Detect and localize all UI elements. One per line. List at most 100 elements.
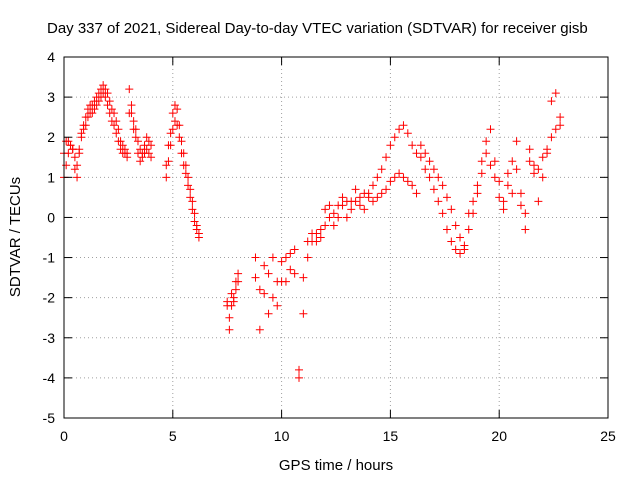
series-sdtvar-track-g [464,89,565,218]
data-point [114,137,123,146]
data-point [303,253,312,262]
data-point [543,145,552,154]
data-point [90,105,99,114]
x-tick-label: 5 [169,428,177,444]
data-point [547,133,556,142]
plot-frame [63,56,609,419]
data-point [116,145,125,154]
data-point [395,125,404,134]
series-sdtvar-track-e [251,121,469,374]
data-point [469,209,478,218]
data-point [114,125,123,134]
data-point [351,197,360,206]
data-point [234,277,243,286]
data-point [551,89,560,98]
data-point [133,137,142,146]
data-point [264,309,273,318]
data-point [129,117,138,126]
data-point [62,161,71,170]
data-point [277,257,286,266]
data-point [425,173,434,182]
data-point [512,165,521,174]
data-point [486,125,495,134]
data-point [373,173,382,182]
data-point [434,197,443,206]
data-point [273,301,282,310]
data-point [329,209,338,218]
data-point [451,245,460,254]
data-point [112,129,121,138]
data-point [482,137,491,146]
data-point [144,137,153,146]
data-point [255,285,264,294]
data-point [495,177,504,186]
data-point [73,173,82,182]
data-point [173,121,182,130]
data-point [181,169,190,178]
series-sdtvar-track-h [464,121,565,234]
data-point [101,93,110,102]
data-point [299,309,308,318]
y-tick-label: 4 [47,49,55,65]
chart-title: Day 337 of 2021, Sidereal Day-to-day VTE… [47,20,588,37]
data-point [103,101,112,110]
data-point [512,137,521,146]
y-tick-label: -4 [43,370,56,386]
data-point [447,205,456,214]
data-point [360,189,369,198]
data-point [482,149,491,158]
data-point [286,249,295,258]
data-point [286,265,295,274]
data-point [231,285,240,294]
data-point [81,113,90,122]
data-point [442,193,451,202]
data-point [547,97,556,106]
data-point [534,165,543,174]
x-tick-labels: 0 5 10 15 20 25 [60,428,616,444]
data-point [168,109,177,118]
x-tick-label: 15 [383,428,399,444]
y-tick-labels: -5 -4 -3 -2 -1 0 1 2 3 4 [43,49,56,426]
data-point [312,229,321,238]
data-point [516,189,525,198]
data-point [521,225,530,234]
data-point [525,157,534,166]
data-point [99,89,108,98]
data-point [351,185,360,194]
data-point [170,101,179,110]
data-point [177,149,186,158]
data-point [295,373,304,382]
data-point [416,141,425,150]
data-point [390,133,399,142]
data-point [162,173,171,182]
data-point [144,149,153,158]
y-tick-label: -3 [43,330,56,346]
data-point [490,173,499,182]
data-point [556,113,565,122]
data-point [77,129,86,138]
y-tick-label: 0 [47,209,55,225]
data-point [508,157,517,166]
data-point [110,121,119,130]
series-sdtvar-track-a [60,81,156,182]
data-point [227,301,236,310]
data-point [129,125,138,134]
data-point [105,97,114,106]
series-sdtvar-track-f [251,141,469,382]
data-point [429,185,438,194]
data-point [530,169,539,178]
data-point [188,205,197,214]
data-point [342,213,351,222]
x-tick-label: 0 [60,428,68,444]
data-point [234,269,243,278]
data-point [147,141,156,150]
data-point [499,197,508,206]
data-point [399,121,408,130]
data-point [442,225,451,234]
data-point [66,141,75,150]
data-point [347,205,356,214]
data-point [373,193,382,202]
data-point [268,293,277,302]
data-point [101,85,110,94]
